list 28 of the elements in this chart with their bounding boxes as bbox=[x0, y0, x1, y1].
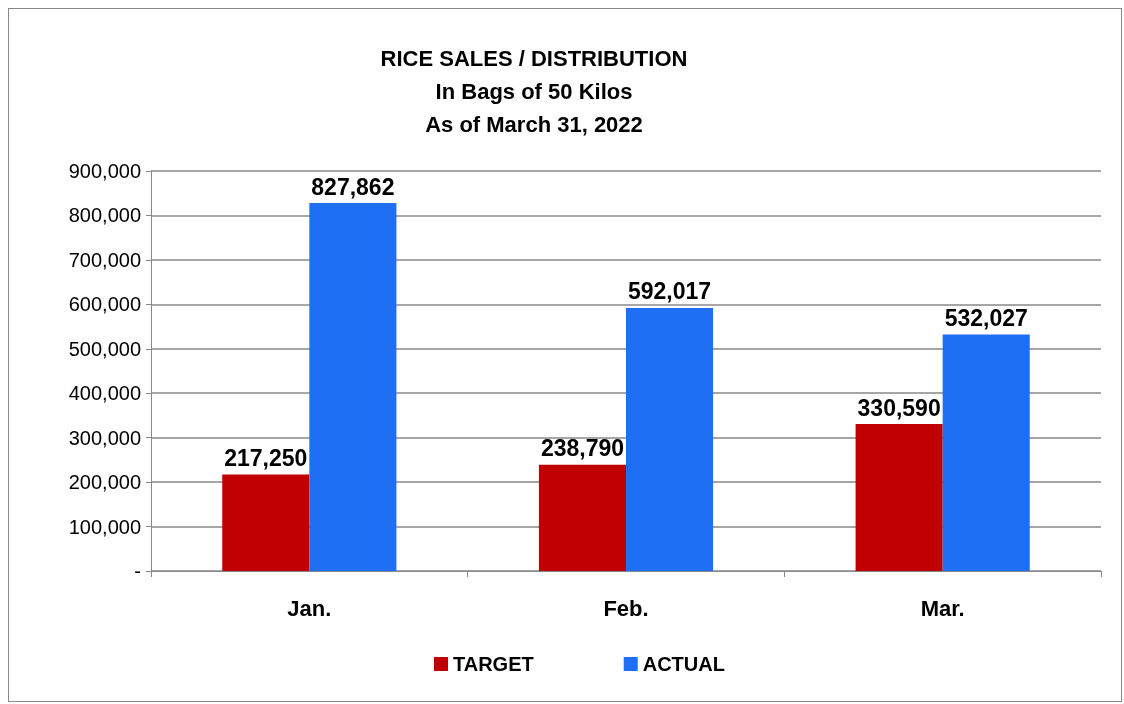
y-tick-label: 200,000 bbox=[68, 471, 141, 494]
y-tick-label: 300,000 bbox=[68, 426, 141, 449]
x-tick-label: Feb. bbox=[603, 595, 649, 621]
y-tick-label: 800,000 bbox=[68, 204, 141, 227]
bar bbox=[538, 464, 626, 571]
x-tick-label: Jan. bbox=[287, 595, 332, 621]
y-tick-label: 400,000 bbox=[68, 382, 141, 405]
bar bbox=[626, 307, 714, 571]
legend-label: ACTUAL bbox=[642, 653, 725, 675]
y-tick-label: - bbox=[134, 560, 141, 582]
bar bbox=[942, 334, 1030, 571]
y-tick-label: 600,000 bbox=[68, 293, 141, 316]
x-tick-label: Mar. bbox=[920, 595, 965, 621]
data-label: 217,250 bbox=[224, 444, 308, 471]
data-label: 827,862 bbox=[311, 173, 395, 200]
y-tick-label: 700,000 bbox=[68, 248, 141, 271]
y-tick-label: 100,000 bbox=[68, 515, 141, 538]
y-tick-label: 900,000 bbox=[68, 160, 141, 182]
data-label: 330,590 bbox=[857, 394, 941, 421]
data-label: 532,027 bbox=[944, 305, 1028, 332]
data-label: 238,790 bbox=[540, 435, 625, 462]
legend-label: TARGET bbox=[453, 653, 534, 675]
bar bbox=[222, 474, 310, 571]
chart-title: RICE SALES / DISTRIBUTION In Bags of 50 Kilos As of March 31, 2022 bbox=[380, 46, 688, 137]
y-tick-label: 500,000 bbox=[68, 337, 141, 360]
bar bbox=[309, 203, 397, 571]
data-label: 592,017 bbox=[627, 278, 712, 305]
bar bbox=[855, 424, 943, 571]
